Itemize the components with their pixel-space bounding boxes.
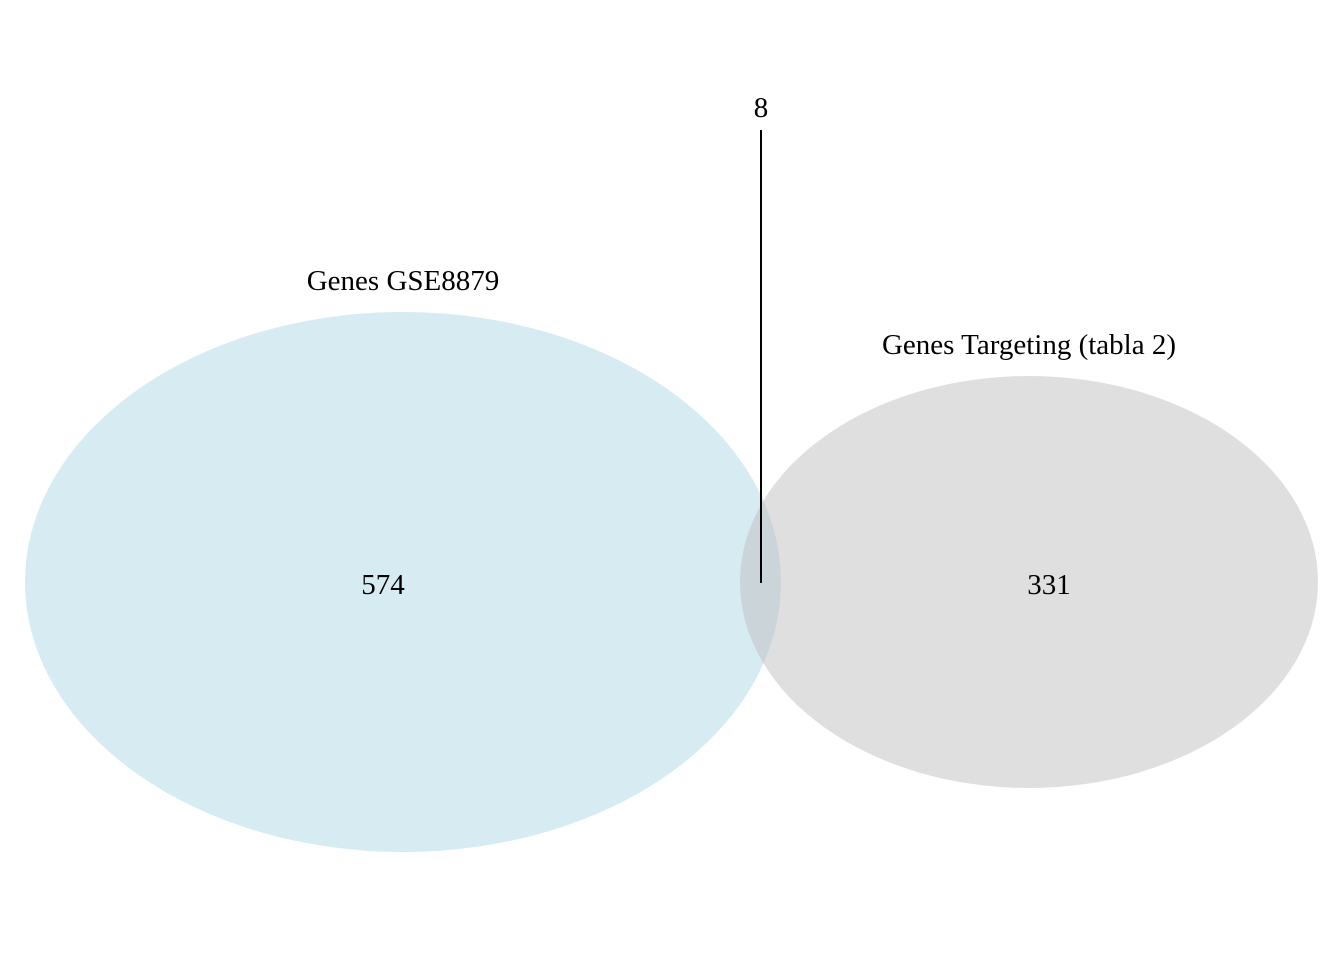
- set-a-ellipse: [25, 312, 781, 852]
- set-b-label: Genes Targeting (tabla 2): [882, 329, 1176, 361]
- set-b-ellipse: [740, 376, 1318, 788]
- set-a-label: Genes GSE8879: [307, 265, 500, 297]
- intersection-count: 8: [754, 92, 769, 124]
- set-b-only-count: 331: [1027, 569, 1071, 601]
- set-a-only-count: 574: [361, 569, 405, 601]
